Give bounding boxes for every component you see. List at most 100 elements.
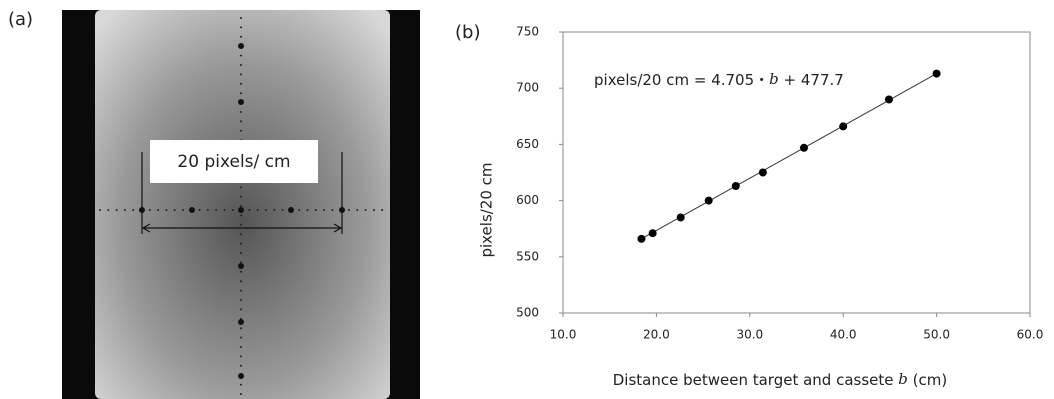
dot (240, 290, 242, 292)
dot (248, 209, 250, 211)
x-tick-label: 20.0 (643, 328, 670, 342)
dot (238, 99, 244, 105)
dot (124, 209, 126, 211)
dot (257, 209, 259, 211)
point (649, 229, 657, 237)
dot (307, 209, 309, 211)
dot (288, 207, 294, 213)
dot (373, 209, 375, 211)
dot (240, 224, 242, 226)
radiograph (95, 10, 390, 399)
x-tick-label: 40.0 (830, 328, 857, 342)
y-tick-label: 650 (516, 137, 539, 151)
point (759, 169, 767, 177)
y-axis-label: pixels/20 cm (478, 162, 496, 257)
dot (215, 209, 217, 211)
point (800, 144, 808, 152)
dot (207, 209, 209, 211)
point (677, 213, 685, 221)
dot (240, 111, 242, 113)
dot (238, 263, 244, 269)
dot (273, 209, 275, 211)
dot (315, 209, 317, 211)
panel-label: (a) (8, 9, 33, 30)
dot (132, 209, 134, 211)
point (885, 95, 893, 103)
point (705, 197, 713, 205)
dot (240, 205, 242, 207)
dot (298, 209, 300, 211)
dot (149, 209, 151, 211)
equation-part: + 477.7 (784, 71, 844, 89)
dot (240, 196, 242, 198)
dot (99, 209, 101, 211)
dot (240, 130, 242, 132)
equation: pixels/20 cm = 4.705・b + 477.7 (594, 70, 844, 89)
y-tick-label: 500 (516, 306, 539, 320)
x-axis-label: Distance between target and cassete b (c… (613, 370, 948, 389)
dot (240, 355, 242, 357)
dot (240, 299, 242, 301)
dot (331, 209, 333, 211)
panel-label: (b) (455, 22, 480, 43)
dot (381, 209, 383, 211)
dot (240, 83, 242, 85)
x-label-part: b (898, 370, 908, 388)
dot (240, 252, 242, 254)
dot (189, 207, 195, 213)
dot (240, 17, 242, 19)
dot (107, 209, 109, 211)
dot (165, 209, 167, 211)
dot (240, 346, 242, 348)
dot (238, 373, 244, 379)
dot (157, 209, 159, 211)
dot (238, 207, 244, 213)
dot (240, 92, 242, 94)
point (637, 235, 645, 243)
y-tick-label: 550 (516, 249, 539, 263)
dot (323, 209, 325, 211)
dot (182, 209, 184, 211)
dot (265, 209, 267, 211)
point (839, 122, 847, 130)
dot (240, 64, 242, 66)
x-tick-label: 10.0 (550, 328, 577, 342)
figure: (a) 20 pixels/ cm (b) pixels/20 cm = 4.7… (0, 0, 1054, 399)
point (732, 182, 740, 190)
dot (240, 186, 242, 188)
dot (224, 209, 226, 211)
dot (356, 209, 358, 211)
dot (348, 209, 350, 211)
dot (240, 55, 242, 57)
y-tick-label: 700 (516, 81, 539, 95)
dot (232, 209, 234, 211)
dot (240, 365, 242, 367)
x-tick-label: 60.0 (1017, 328, 1044, 342)
y-tick-label: 750 (516, 25, 539, 39)
dot (240, 36, 242, 38)
x-tick-label: 30.0 (736, 328, 763, 342)
dot (240, 26, 242, 28)
point (933, 70, 941, 78)
dot (240, 308, 242, 310)
dot (240, 393, 242, 395)
equation-part: pixels/20 cm = 4.705・ (594, 71, 769, 89)
dot (240, 73, 242, 75)
dot (365, 209, 367, 211)
dot (240, 337, 242, 339)
dot (240, 384, 242, 386)
dot (240, 327, 242, 329)
annotation: 20 pixels/ cm (177, 152, 290, 172)
dot (240, 243, 242, 245)
dot (282, 209, 284, 211)
x-tick-label: 50.0 (923, 328, 950, 342)
dot (238, 43, 244, 49)
equation-part: b (769, 70, 779, 88)
dot (240, 120, 242, 122)
dot (238, 319, 244, 325)
dot (240, 233, 242, 235)
dot (240, 214, 242, 216)
x-label-part: (cm) (913, 371, 948, 389)
dot (174, 209, 176, 211)
dot (240, 280, 242, 282)
